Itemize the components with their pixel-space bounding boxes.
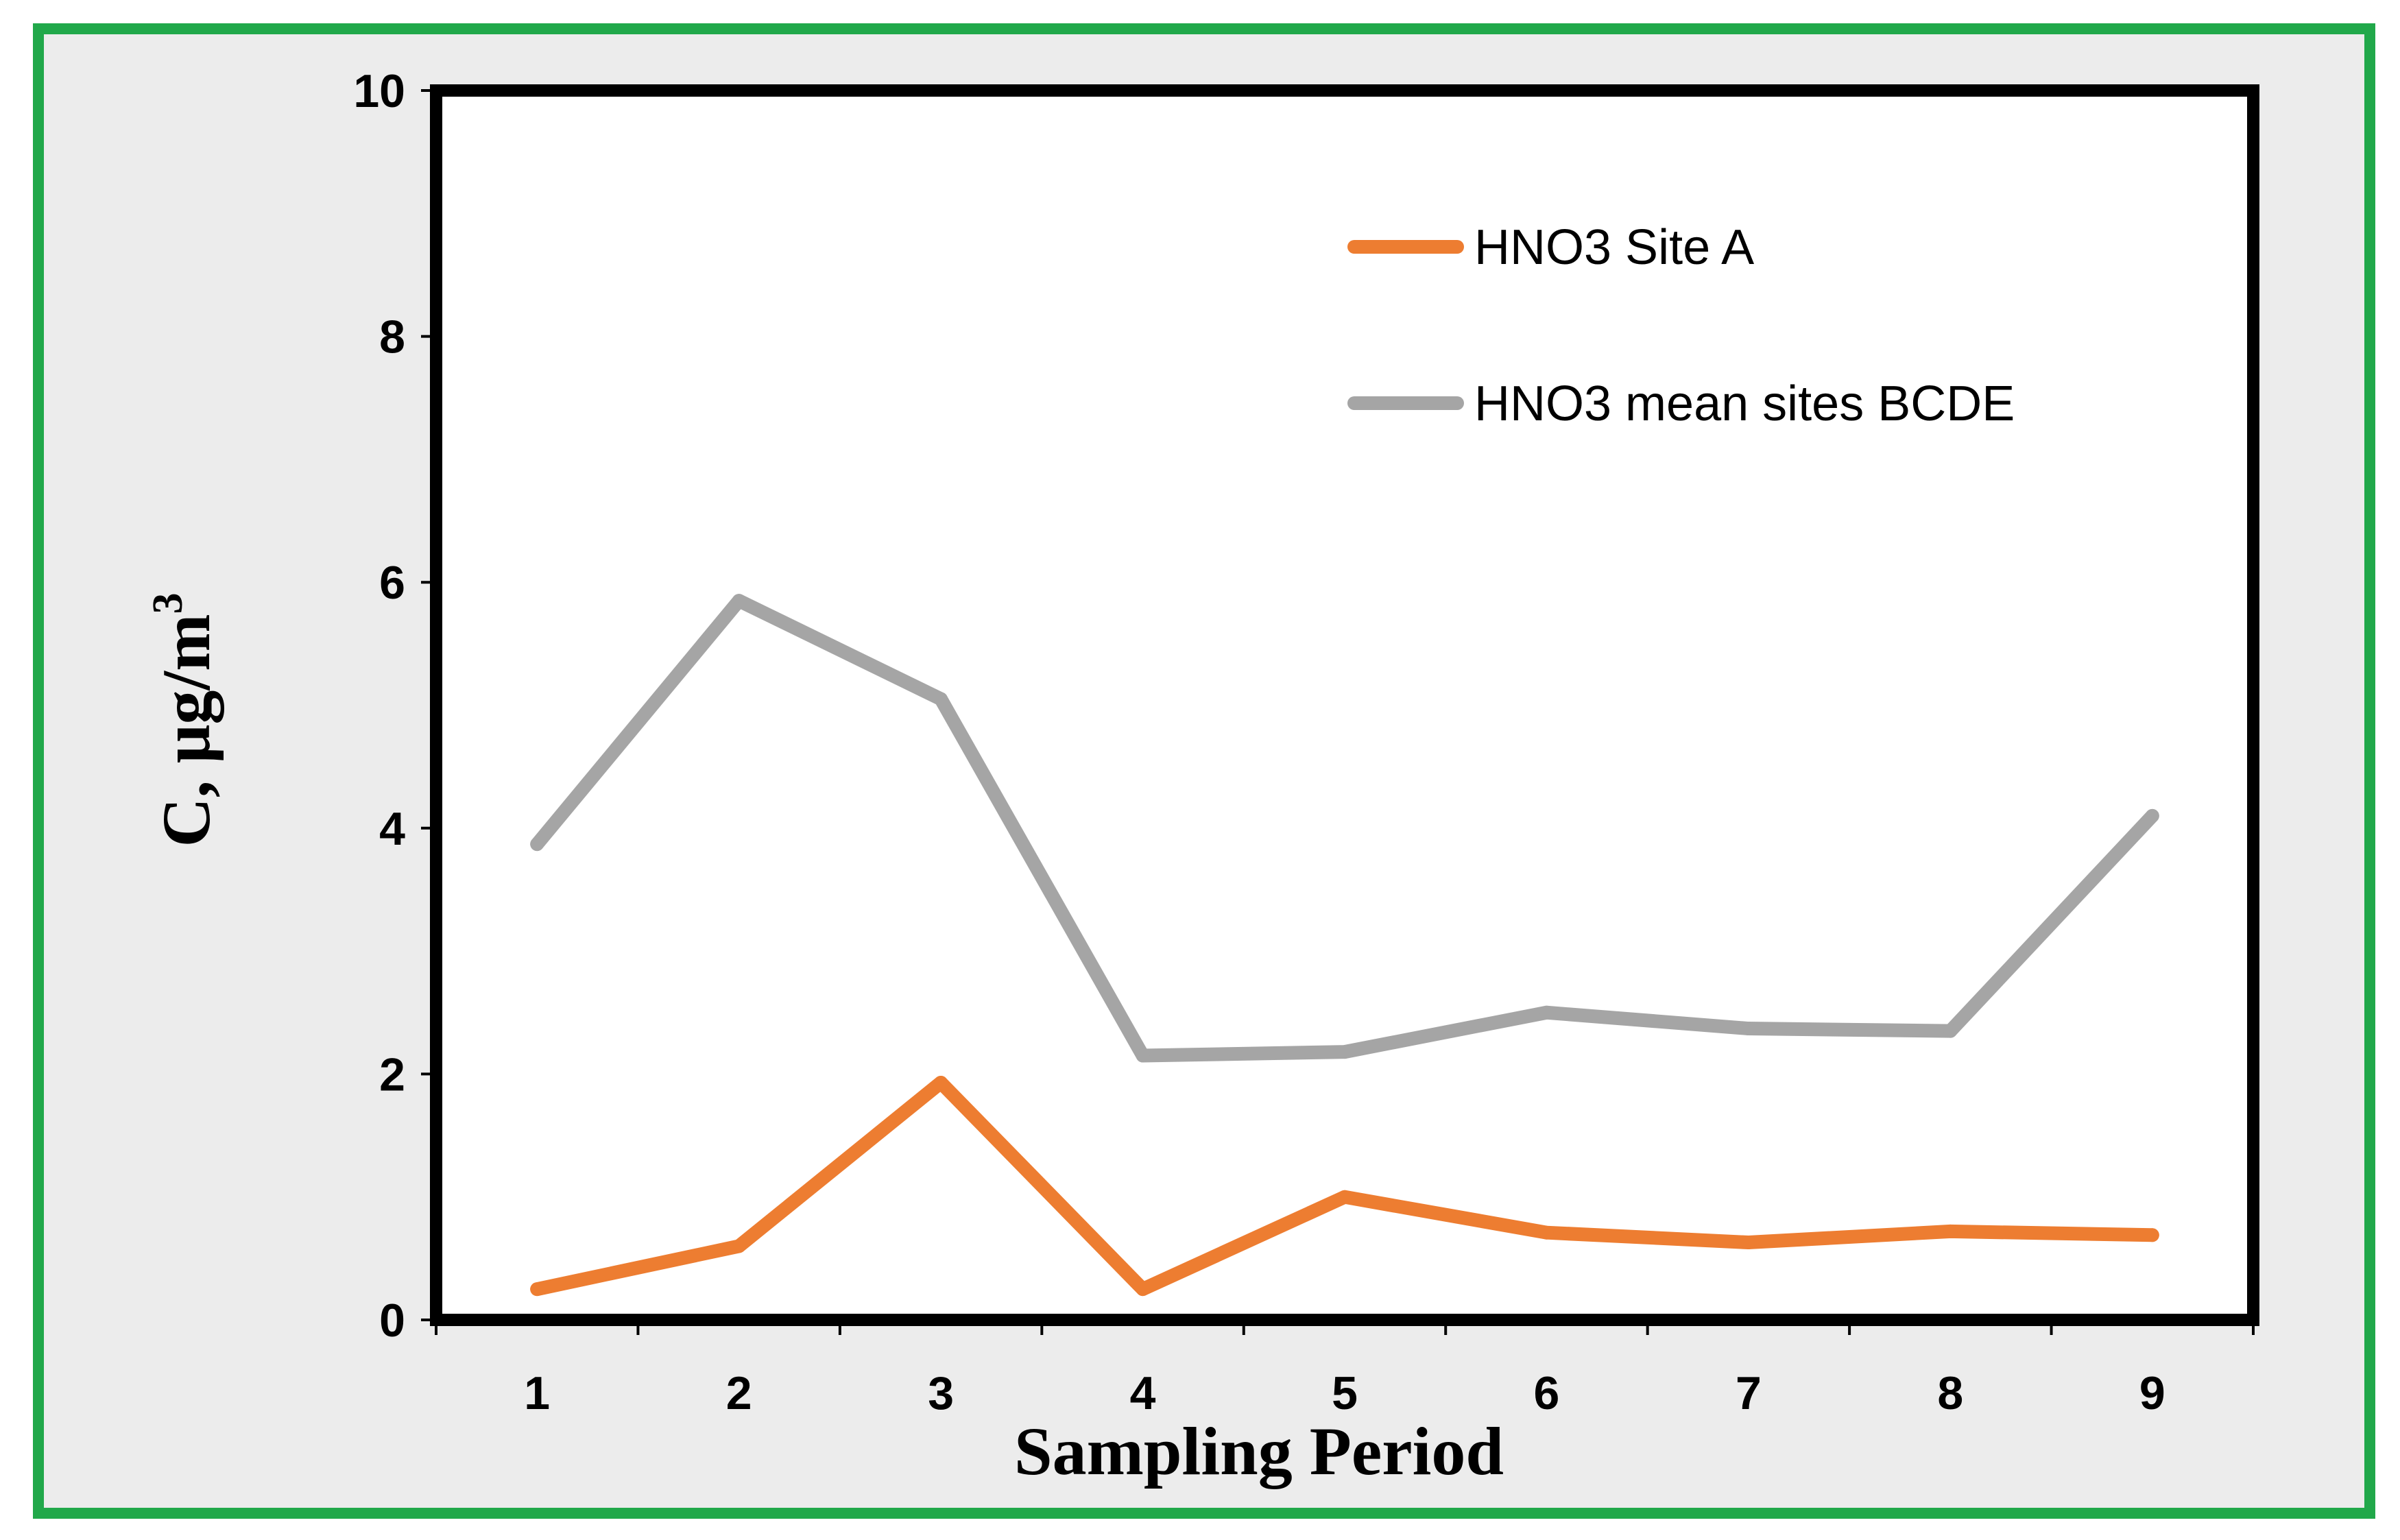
data-point	[1741, 1236, 1755, 1250]
legend-label: HNO3 mean sites BCDE	[1474, 376, 2015, 431]
x-tick-label: 8	[1937, 1367, 1963, 1419]
data-point	[732, 594, 746, 608]
data-point	[530, 837, 544, 852]
data-point	[1136, 1048, 1150, 1063]
x-axis-title: Sampling Period	[1014, 1413, 1504, 1489]
x-tick-label: 1	[524, 1367, 550, 1419]
data-point	[530, 1282, 544, 1297]
data-point	[2145, 1228, 2159, 1242]
data-point	[1338, 1045, 1352, 1059]
y-axis-ticks: 0 2 4 6 8 10	[353, 65, 436, 1347]
x-tick-label: 9	[2139, 1367, 2165, 1419]
series-layer	[530, 594, 2159, 1297]
y-tick-label: 2	[379, 1048, 405, 1100]
x-tick-label: 2	[726, 1367, 752, 1419]
legend-label: HNO3 Site A	[1474, 220, 1754, 275]
x-tick-label: 3	[928, 1367, 954, 1419]
data-point	[1539, 1225, 1554, 1240]
x-tick-label: 7	[1736, 1367, 1762, 1419]
x-tick-label: 4	[1130, 1367, 1156, 1419]
y-axis-title-superscript: 3	[145, 593, 191, 614]
y-axis-title-main: C, μg/m	[148, 614, 224, 847]
y-tick-label: 10	[353, 65, 405, 117]
data-point	[1943, 1224, 1958, 1238]
x-tick-label: 5	[1332, 1367, 1358, 1419]
y-tick-label: 0	[379, 1295, 405, 1347]
y-tick-label: 8	[379, 311, 405, 363]
y-tick-label: 6	[379, 557, 405, 609]
data-point	[934, 1075, 948, 1090]
y-axis-title: C, μg/m3	[145, 593, 224, 847]
data-point	[1338, 1190, 1352, 1204]
y-tick-label: 4	[379, 803, 405, 855]
data-point	[1539, 1005, 1554, 1020]
plot-area	[430, 84, 2259, 1326]
data-point	[1943, 1024, 1958, 1038]
x-axis-ticks: 1 2 3 4 5 6 7 8 9	[435, 1320, 2255, 1419]
data-point	[1741, 1022, 1755, 1036]
legend: HNO3 Site A HNO3 mean sites BCDE	[1347, 220, 2015, 431]
data-point	[2145, 808, 2159, 823]
data-point	[732, 1239, 746, 1253]
data-point	[934, 692, 948, 706]
data-point	[1136, 1282, 1150, 1297]
x-tick-label: 6	[1534, 1367, 1560, 1419]
